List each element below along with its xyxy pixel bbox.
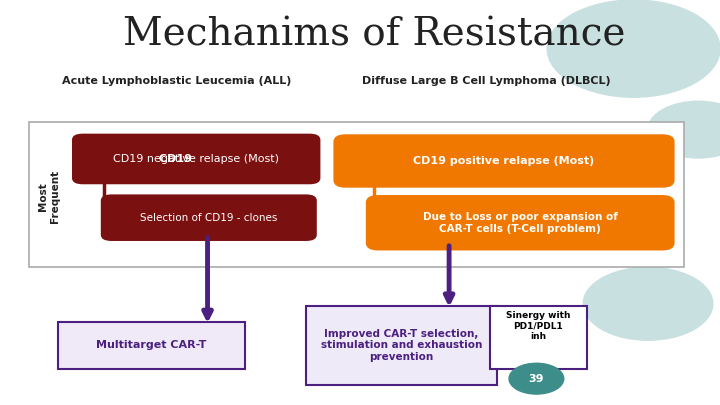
FancyBboxPatch shape (335, 136, 673, 186)
FancyBboxPatch shape (29, 122, 684, 267)
FancyBboxPatch shape (101, 194, 317, 241)
FancyBboxPatch shape (490, 306, 587, 369)
Text: CD19 negative relapse (Most): CD19 negative relapse (Most) (113, 154, 279, 164)
Text: Selection of CD19 - clones: Selection of CD19 - clones (140, 213, 277, 223)
Text: Due to Loss or poor expansion of
CAR-T cells (T-Cell problem): Due to Loss or poor expansion of CAR-T c… (423, 212, 618, 234)
Text: CD19 positive relapse (Most): CD19 positive relapse (Most) (413, 156, 595, 166)
Circle shape (583, 267, 713, 340)
Text: Improved CAR-T selection,
stimulation and exhaustion
prevention: Improved CAR-T selection, stimulation an… (320, 329, 482, 362)
Text: CD19: CD19 (159, 154, 196, 164)
Text: Multitarget CAR-T: Multitarget CAR-T (96, 340, 207, 350)
Text: Diffuse Large B Cell Lymphoma (DLBCL): Diffuse Large B Cell Lymphoma (DLBCL) (361, 76, 611, 86)
Circle shape (648, 101, 720, 158)
FancyBboxPatch shape (306, 306, 497, 385)
Text: Most
Frequent: Most Frequent (38, 170, 60, 223)
FancyBboxPatch shape (367, 196, 673, 249)
Text: Sinergy with
PD1/PDL1
inh: Sinergy with PD1/PDL1 inh (506, 311, 570, 341)
FancyBboxPatch shape (72, 134, 320, 184)
Text: Mechanims of Resistance: Mechanims of Resistance (123, 16, 626, 53)
Circle shape (509, 363, 564, 394)
Circle shape (547, 0, 720, 97)
Text: 39: 39 (528, 374, 544, 384)
FancyBboxPatch shape (58, 322, 245, 369)
Text: Acute Lymphoblastic Leucemia (ALL): Acute Lymphoblastic Leucemia (ALL) (62, 76, 291, 86)
